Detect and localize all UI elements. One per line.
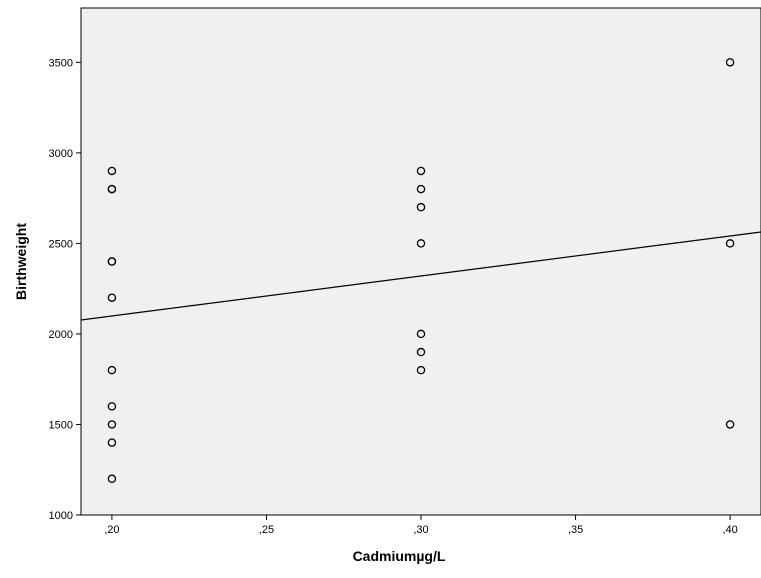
x-axis-title: Cadmiumµg/L <box>353 548 446 564</box>
data-point <box>107 402 117 411</box>
x-tick-label: ,30 <box>413 524 428 536</box>
data-point <box>416 202 426 212</box>
data-point <box>107 474 117 484</box>
data-point <box>725 239 735 248</box>
data-point <box>416 347 426 357</box>
y-tick-label: 2500 <box>49 238 73 250</box>
x-tick-label: ,25 <box>259 524 274 536</box>
data-point <box>416 329 426 339</box>
data-point <box>416 239 426 248</box>
data-point <box>107 184 117 194</box>
data-point <box>416 184 426 194</box>
fit-line-group <box>81 231 761 321</box>
data-point <box>107 257 117 266</box>
x-tick-label: ,35 <box>568 524 583 536</box>
y-axis-ticks: 1000 1500 2000 2500 3000 3500 <box>49 57 81 522</box>
x-axis-ticks: ,20 ,25 ,30 ,35 ,40 <box>104 515 738 536</box>
data-point <box>725 58 735 67</box>
plot-area <box>80 7 761 516</box>
x-tick-label: ,40 <box>722 524 737 536</box>
y-tick-label: 3000 <box>49 148 73 160</box>
data-points <box>107 58 735 484</box>
y-tick-label: 2000 <box>49 329 73 341</box>
data-point <box>107 293 117 302</box>
data-point <box>107 438 117 447</box>
x-tick-label: ,20 <box>104 524 119 536</box>
data-point <box>725 420 735 429</box>
data-point <box>416 166 426 176</box>
data-point <box>107 420 117 429</box>
y-axis-title: Birthweight <box>13 223 29 300</box>
y-tick-label: 1500 <box>49 419 73 431</box>
y-tick-label: 1000 <box>49 510 73 522</box>
data-point <box>107 166 117 176</box>
fit-line <box>81 231 761 321</box>
y-tick-label: 3500 <box>49 57 73 69</box>
data-point <box>416 365 426 375</box>
data-point <box>107 365 117 375</box>
